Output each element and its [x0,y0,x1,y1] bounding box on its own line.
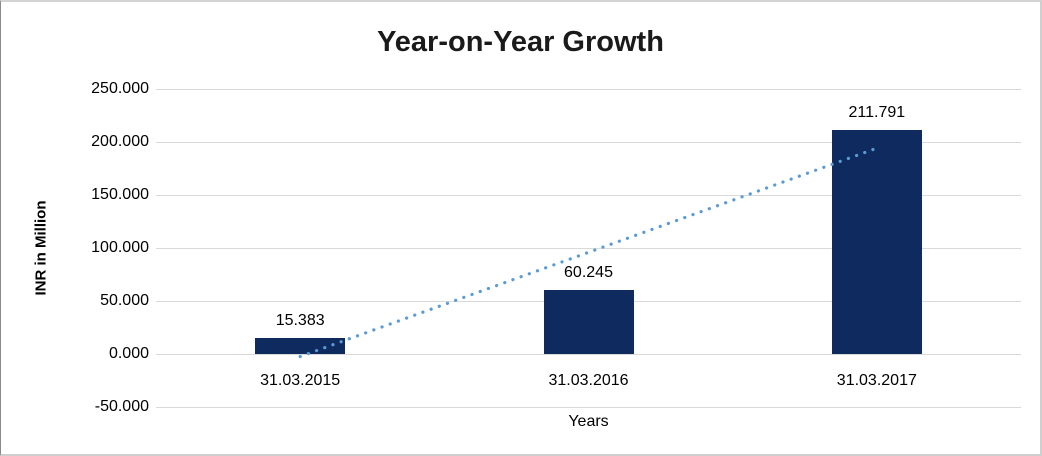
y-tick-label: 0.000 [108,345,149,362]
gridline [156,141,1021,143]
y-tick-label: 200.000 [91,133,149,150]
chart-title: Year-on-Year Growth [377,26,664,58]
bar-value-label: 60.245 [564,264,613,282]
x-axis-title: Years [568,413,609,430]
y-tick-label: 100.000 [91,239,149,256]
y-tick-label: 150.000 [91,186,149,203]
bar [255,337,346,354]
x-category-label: 31.03.2016 [548,372,629,389]
bar [831,129,922,354]
x-category-label: 31.03.2015 [260,372,341,389]
bar-value-label: 15.383 [275,311,325,329]
gridline [156,88,1021,90]
gridline [156,406,1021,408]
bar [543,290,634,354]
bar-value-label: 211.791 [848,103,906,121]
y-tick-label: -50.000 [94,398,149,415]
y-tick-label: 250.000 [91,80,149,97]
x-category-label: 31.03.2017 [836,372,917,389]
y-tick-label: 50.000 [100,292,149,309]
